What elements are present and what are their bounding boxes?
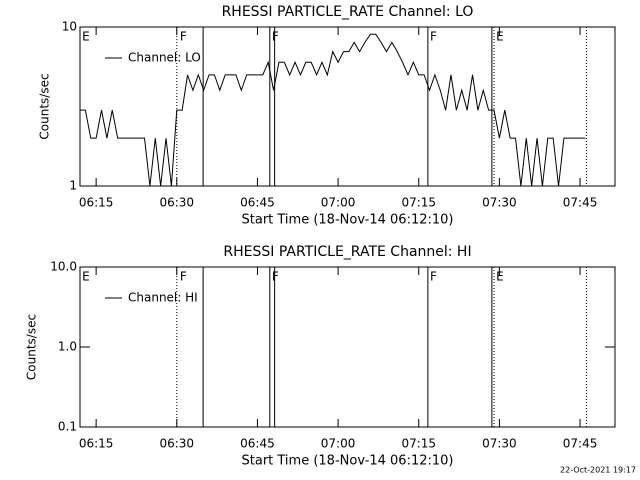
y-tick-label: 0.1	[58, 420, 77, 434]
y-tick-label: 1	[69, 179, 77, 193]
data-line	[80, 33, 586, 187]
y-axis-label: Counts/sec	[38, 73, 52, 139]
plot-frame	[79, 26, 616, 187]
x-tick-label: 07:15	[401, 437, 436, 451]
flag-label: E	[496, 30, 504, 44]
y-tick-label: 1.0	[58, 340, 77, 354]
flag-label: F	[430, 30, 437, 44]
y-tick-label: 10	[62, 20, 77, 34]
chart-title: RHESSI PARTICLE_RATE Channel: LO	[222, 4, 474, 20]
x-tick-label: 06:45	[240, 437, 275, 451]
flag-label: E	[82, 30, 90, 44]
x-tick-label: 06:15	[79, 437, 114, 451]
x-tick-label: 07:45	[563, 437, 598, 451]
x-tick-label: 07:45	[563, 196, 598, 210]
x-tick-label: 06:45	[240, 196, 275, 210]
flag-label: E	[82, 270, 90, 284]
x-tick-label: 07:00	[321, 437, 356, 451]
chart-title: RHESSI PARTICLE_RATE Channel: HI	[223, 244, 471, 260]
y-axis-label: Counts/sec	[25, 314, 39, 380]
flag-label: F	[430, 270, 437, 284]
flag-label: F	[272, 270, 279, 284]
x-tick-label: 07:00	[321, 196, 356, 210]
flag-label: F	[180, 30, 187, 44]
flag-label: F	[180, 270, 187, 284]
legend-label: Channel: HI	[128, 291, 198, 305]
x-tick-label: 06:15	[79, 196, 114, 210]
flag-label: E	[496, 270, 504, 284]
footer: 22-Oct-2021 19:17	[560, 466, 636, 475]
x-tick-label: 07:30	[482, 196, 517, 210]
flag-label: F	[272, 30, 279, 44]
legend-label: Channel: LO	[128, 51, 201, 65]
x-tick-label: 06:30	[159, 196, 194, 210]
x-tick-label: 07:15	[401, 196, 436, 210]
x-tick-label: 07:30	[482, 437, 517, 451]
x-axis-label: Start Time (18-Nov-14 06:12:10)	[242, 213, 454, 228]
x-axis-label: Start Time (18-Nov-14 06:12:10)	[242, 454, 454, 469]
y-tick-label: 10.0	[50, 260, 77, 274]
x-tick-label: 06:30	[159, 437, 194, 451]
